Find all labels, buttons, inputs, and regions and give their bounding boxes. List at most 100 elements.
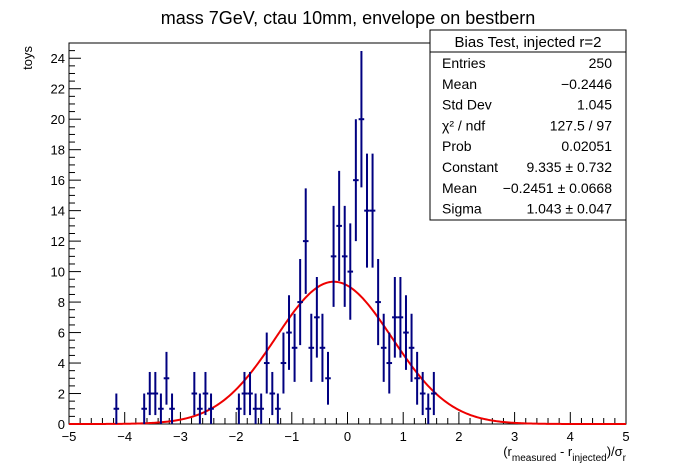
- data-point: [197, 393, 203, 424]
- x-axis-label-part: - r: [556, 444, 573, 459]
- x-tick-label: 5: [622, 429, 629, 444]
- stats-row-value: 250: [589, 55, 613, 71]
- data-point: [263, 332, 270, 394]
- data-point: [291, 313, 298, 382]
- y-tick-label: 0: [58, 417, 65, 432]
- data-point: [158, 393, 164, 424]
- stats-row-value: 0.02051: [561, 138, 612, 154]
- x-axis-label-sub: r: [623, 453, 627, 464]
- x-tick-label: −4: [117, 429, 132, 444]
- stats-row-value: 127.5 / 97: [550, 117, 612, 133]
- stats-row-label: χ² / ndf: [442, 117, 485, 133]
- y-tick-label: 6: [58, 326, 65, 341]
- stats-row-value: 1.045: [577, 97, 612, 113]
- stats-rows: Entries 250 Mean −0.2446 Std Dev 1.045 χ² / nd…: [442, 55, 612, 217]
- data-point: [380, 313, 387, 382]
- data-point: [236, 393, 242, 424]
- x-tick-label: 0: [344, 429, 351, 444]
- stats-row-value: 9.335 ± 0.732: [526, 159, 612, 175]
- data-point: [403, 295, 409, 370]
- data-point: [397, 276, 404, 358]
- y-tick-label: 16: [51, 173, 65, 188]
- data-point: [163, 351, 170, 405]
- data-point: [191, 371, 198, 416]
- data-point: [241, 371, 248, 416]
- data-point: [319, 313, 326, 382]
- data-point: [152, 371, 159, 416]
- stats-row-value: −0.2451 ± 0.0668: [503, 180, 612, 196]
- x-tick-label: −2: [229, 429, 244, 444]
- stats-row-label: Constant: [442, 159, 498, 175]
- stats-box: Bias Test, injected r=2 Entries 250 Mean −0…: [429, 29, 627, 221]
- y-tick-label: 14: [51, 204, 65, 219]
- stats-row-label: Mean: [442, 76, 477, 92]
- data-point: [258, 393, 264, 424]
- data-point: [146, 371, 153, 416]
- x-tick-label: −1: [284, 429, 299, 444]
- y-tick-label: 20: [51, 112, 65, 127]
- data-point: [375, 258, 381, 346]
- data-point: [330, 205, 337, 307]
- stats-title: Bias Test, injected r=2: [455, 34, 602, 51]
- y-axis-label: toys: [20, 46, 35, 70]
- stats-row-label: Std Dev: [442, 97, 492, 113]
- data-point: [369, 153, 376, 268]
- stats-row-label: Entries: [442, 55, 486, 71]
- data-point: [252, 393, 259, 424]
- x-axis-label-sub: measured: [512, 453, 556, 464]
- data-point: [414, 351, 420, 405]
- data-point: [141, 393, 147, 424]
- y-tick-label: 10: [51, 265, 65, 280]
- data-point: [408, 313, 415, 382]
- data-point: [364, 153, 370, 268]
- x-tick-label: 2: [455, 429, 462, 444]
- stats-row-label: Prob: [442, 138, 472, 154]
- chart-title: mass 7GeV, ctau 10mm, envelope on bestbe…: [161, 8, 536, 28]
- stats-box-frame: [429, 29, 627, 221]
- x-axis-label-part: (r: [503, 444, 512, 459]
- x-axis-label: (rmeasured - rinjected)/σr: [503, 444, 626, 464]
- data-point: [247, 371, 253, 416]
- data-point: [113, 393, 120, 424]
- data-point: [431, 371, 437, 416]
- data-point: [297, 258, 303, 346]
- data-point: [419, 371, 426, 416]
- data-point: [308, 313, 315, 382]
- y-tick-label: 24: [51, 51, 65, 66]
- data-point: [353, 119, 359, 242]
- data-point: [269, 371, 276, 416]
- x-tick-label: −3: [173, 429, 188, 444]
- data-point: [358, 51, 365, 188]
- data-point: [325, 351, 331, 405]
- x-axis-label-part: )/σ: [607, 444, 623, 459]
- data-points: [113, 51, 437, 424]
- y-tick-label: 12: [51, 234, 65, 249]
- y-tick-label: 18: [51, 143, 65, 158]
- x-tick-label: 4: [567, 429, 574, 444]
- x-tick-label: −5: [62, 429, 77, 444]
- y-tick-label: 22: [51, 82, 65, 97]
- data-point: [286, 295, 292, 370]
- data-point: [425, 393, 432, 424]
- y-tick-label: 4: [58, 356, 65, 371]
- data-point: [202, 371, 209, 416]
- stats-row-label: Mean: [442, 180, 477, 196]
- stats-row-value: 1.043 ± 0.047: [526, 201, 612, 217]
- x-tick-label: 1: [400, 429, 407, 444]
- x-tick-label: 3: [511, 429, 518, 444]
- data-point: [169, 393, 175, 424]
- stats-row-value: −0.2446: [561, 76, 612, 92]
- data-point: [314, 276, 320, 358]
- stats-row-label: Sigma: [442, 201, 482, 217]
- data-point: [347, 223, 354, 320]
- data-point: [275, 393, 281, 424]
- y-tick-label: 2: [58, 387, 65, 402]
- y-tick-label: 8: [58, 295, 65, 310]
- data-point: [341, 205, 348, 307]
- fit-layer: [69, 280, 626, 425]
- fit-curve: [69, 280, 626, 425]
- data-point: [280, 332, 287, 394]
- data-point: [386, 332, 393, 394]
